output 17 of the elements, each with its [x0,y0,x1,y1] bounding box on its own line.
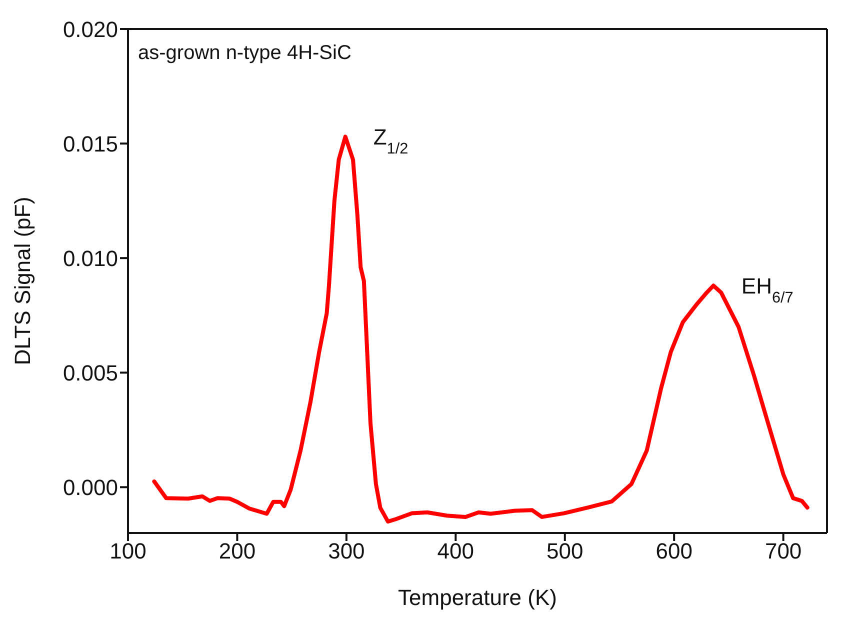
x-tick-label: 300 [328,538,365,564]
x-axis-title: Temperature (K) [398,585,557,610]
y-tick-label: 0.000 [62,474,118,500]
x-tick-label: 400 [437,538,474,564]
y-axis-title: DLTS Signal (pF) [10,196,35,366]
x-tick-label: 200 [218,538,256,564]
y-tick-label: 0.020 [62,16,118,42]
x-tick-label: 700 [764,538,802,564]
annotation: as-grown n-type 4H-SiC [138,42,352,65]
annotation: EH$_{6/7}$ [741,274,794,306]
x-tick-label: 600 [656,538,692,564]
y-tick-label: 0.010 [62,246,118,271]
x-tick-label: 500 [546,538,584,564]
y-tick-label: 0.005 [62,360,118,386]
annotation: Z$_{1/2}$ [373,124,408,158]
y-tick-label: 0.015 [62,131,118,156]
x-tick-label: 100 [110,538,146,564]
